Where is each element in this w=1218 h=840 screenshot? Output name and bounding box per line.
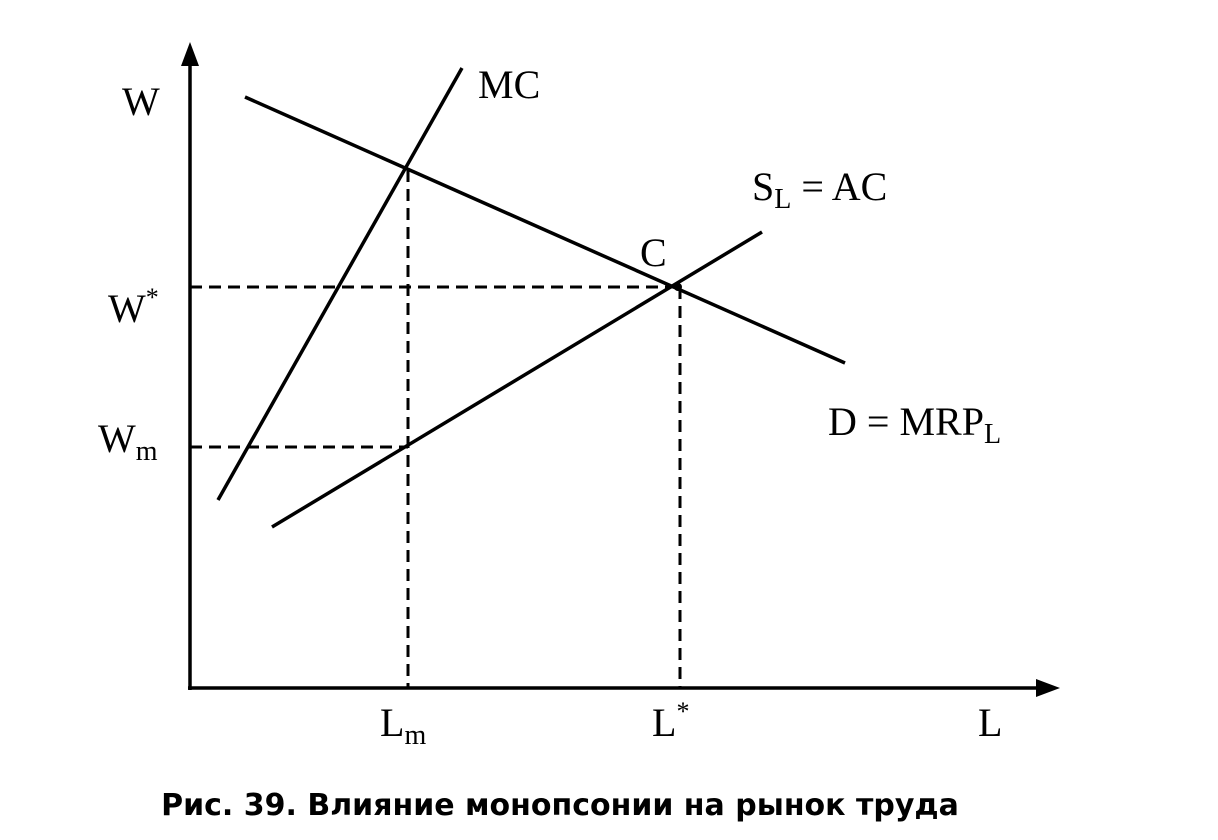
w-star-sup: *	[146, 283, 159, 312]
demand-curve	[244, 95, 846, 365]
y-axis-arrow	[181, 42, 199, 66]
supply-label: SL = AC	[752, 164, 887, 215]
l-m-main: L	[380, 700, 404, 745]
mc-label: MC	[478, 62, 540, 107]
x-axis-arrow	[1036, 679, 1060, 697]
y-axis-label: W	[122, 79, 160, 124]
demand-sub: L	[984, 419, 1001, 450]
supply-main: S	[752, 164, 774, 209]
w-star-label: W*	[108, 283, 159, 331]
supply-sub: L	[774, 184, 791, 215]
supply-curve	[271, 230, 763, 529]
l-star-label: L*	[652, 697, 689, 745]
demand-main: D = MRP	[828, 399, 984, 444]
w-m-label: Wm	[98, 416, 158, 467]
l-star-sup: *	[676, 697, 689, 726]
mc-curve	[216, 67, 464, 501]
equilibrium-point	[674, 283, 682, 291]
l-star-main: L	[652, 700, 676, 745]
caption: Рис. 39. Влияние монопсонии на рынок тру…	[161, 788, 959, 823]
l-m-sub: m	[404, 720, 426, 751]
demand-label: D = MRPL	[828, 399, 1001, 450]
point-label: C	[640, 230, 667, 275]
w-m-sub: m	[136, 436, 158, 467]
w-m-main: W	[98, 416, 136, 461]
l-m-label: Lm	[380, 700, 426, 751]
x-axis-label: L	[978, 700, 1002, 745]
w-star-main: W	[108, 286, 146, 331]
supply-rest: = AC	[791, 164, 887, 209]
